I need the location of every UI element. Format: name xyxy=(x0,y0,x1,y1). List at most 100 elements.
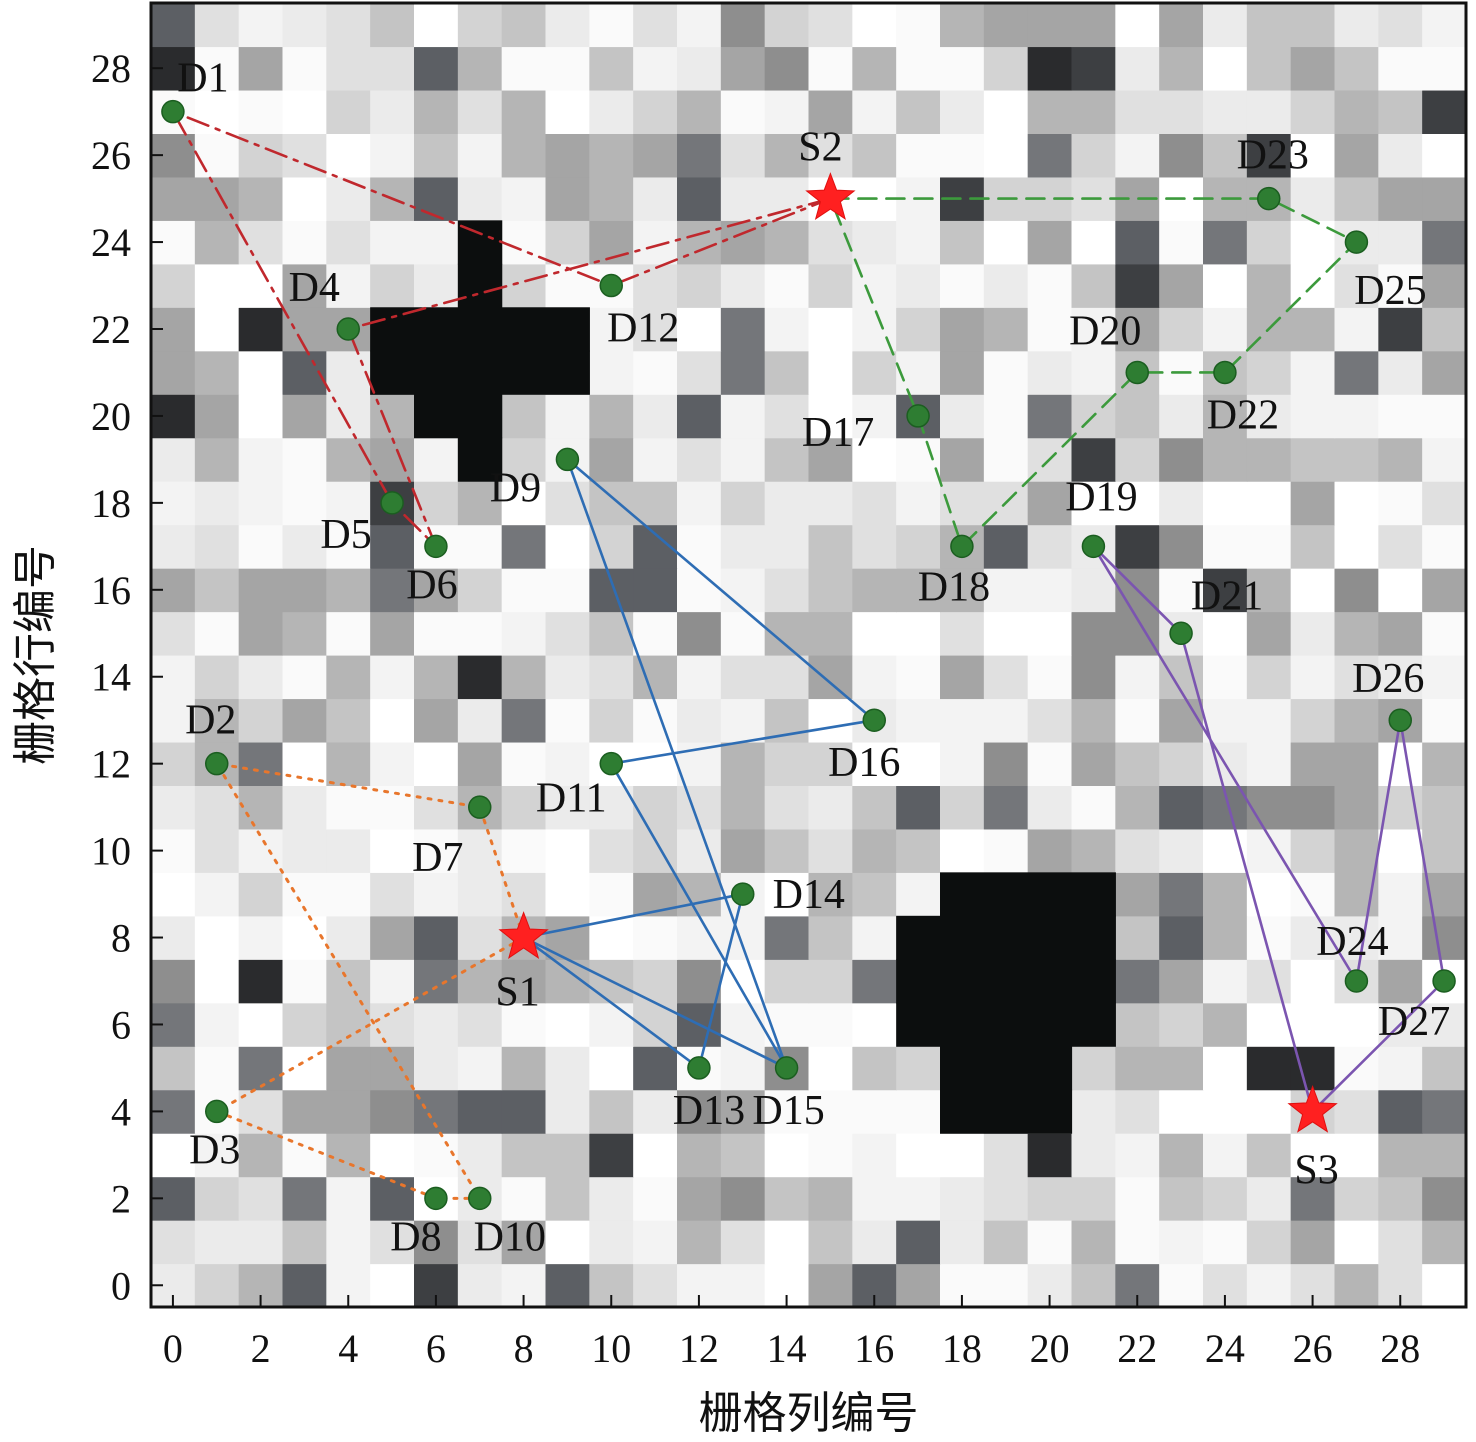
grid-cell xyxy=(370,1176,415,1221)
grid-cell xyxy=(238,698,284,743)
grid-cell xyxy=(896,1176,941,1221)
grid-cell xyxy=(1290,437,1336,482)
grid-cell xyxy=(808,307,853,352)
grid-cell xyxy=(633,741,678,786)
grid-cell xyxy=(1422,1220,1467,1265)
grid-cell xyxy=(151,3,196,48)
grid-cell xyxy=(1159,1133,1204,1178)
grid-cell xyxy=(1027,307,1073,352)
grid-cell xyxy=(1378,350,1423,395)
grid-cell xyxy=(940,89,985,134)
grid-cell xyxy=(282,220,327,265)
grid-cell xyxy=(194,698,240,743)
grid-cell xyxy=(370,568,415,613)
grid-cell xyxy=(896,481,941,526)
grid-cell xyxy=(720,655,766,700)
grid-cell xyxy=(589,437,634,482)
grid-cell xyxy=(545,1133,590,1178)
grid-cell xyxy=(1422,133,1467,178)
grid-cell xyxy=(852,741,897,786)
grid-cell xyxy=(1422,176,1467,221)
x-tick-label: 16 xyxy=(854,1326,894,1371)
grid-cell xyxy=(238,307,284,352)
grid-cell xyxy=(1422,220,1467,265)
grid-cell xyxy=(589,3,634,48)
grid-cell xyxy=(457,1046,503,1091)
grid-cell xyxy=(1159,915,1204,960)
grid-cell xyxy=(1290,524,1336,569)
obstacle-cell xyxy=(940,1089,1073,1134)
grid-cell xyxy=(326,1220,371,1265)
grid-cell xyxy=(151,263,196,308)
grid-cell xyxy=(326,872,371,917)
grid-cell xyxy=(1334,394,1379,439)
grid-cell xyxy=(414,133,459,178)
grid-cell xyxy=(1422,437,1467,482)
grid-cell xyxy=(414,437,459,482)
grid-cell xyxy=(720,698,766,743)
grid-cell xyxy=(589,1089,634,1134)
grid-cell xyxy=(808,828,853,873)
grid-cell xyxy=(1378,481,1423,526)
grid-cell xyxy=(896,785,941,830)
grid-cell xyxy=(457,741,503,786)
demand-point-d18 xyxy=(950,534,974,559)
point-label-d2: D2 xyxy=(185,698,236,744)
grid-cell xyxy=(1290,741,1336,786)
grid-cell xyxy=(238,872,284,917)
station-s2-star-icon xyxy=(805,172,856,220)
grid-cell xyxy=(1290,611,1336,656)
grid-cell xyxy=(808,263,853,308)
grid-cell xyxy=(370,1046,415,1091)
grid-cell xyxy=(326,176,371,221)
grid-cell xyxy=(808,1133,853,1178)
grid-cell xyxy=(1290,350,1336,395)
grid-cell xyxy=(1203,481,1248,526)
grid-cell xyxy=(1422,1133,1467,1178)
grid-cell xyxy=(983,1220,1029,1265)
grid-cell xyxy=(1290,568,1336,613)
grid-cell xyxy=(940,46,985,91)
grid-cell xyxy=(501,785,547,830)
grid-cell xyxy=(677,872,722,917)
grid-cell xyxy=(1378,1046,1423,1091)
grid-cell xyxy=(238,394,284,439)
grid-cell xyxy=(764,828,810,873)
grid-cell xyxy=(151,437,196,482)
grid-cell xyxy=(326,915,371,960)
grid-cell xyxy=(194,133,240,178)
grid-cell xyxy=(501,89,547,134)
grid-cell xyxy=(983,741,1029,786)
grid-cell xyxy=(983,46,1029,91)
grid-cell xyxy=(326,89,371,134)
grid-cell xyxy=(1115,46,1160,91)
grid-cell xyxy=(457,568,503,613)
grid-cell xyxy=(194,437,240,482)
grid-cell xyxy=(1422,263,1467,308)
grid-cell xyxy=(1334,3,1379,48)
grid-cell xyxy=(501,828,547,873)
obstacle-cell xyxy=(370,350,590,395)
grid-cell xyxy=(589,524,634,569)
grid-cell xyxy=(896,524,941,569)
grid-cell xyxy=(545,568,590,613)
grid-cell xyxy=(194,785,240,830)
grid-cell xyxy=(1290,1176,1336,1221)
grid-cell xyxy=(370,524,415,569)
grid-cell xyxy=(983,133,1029,178)
grid-cell xyxy=(370,872,415,917)
grid-cell xyxy=(1071,655,1116,700)
grid-cell xyxy=(370,1002,415,1047)
grid-cell xyxy=(677,176,722,221)
grid-cell xyxy=(1422,394,1467,439)
grid-cell xyxy=(633,785,678,830)
grid-cell xyxy=(720,785,766,830)
grid-cell xyxy=(1290,394,1336,439)
grid-cell xyxy=(764,568,810,613)
grid-cell xyxy=(983,655,1029,700)
grid-cell xyxy=(677,524,722,569)
grid-cell xyxy=(370,828,415,873)
obstacle-cell xyxy=(896,915,1116,960)
grid-cell xyxy=(589,872,634,917)
grid-cell xyxy=(589,133,634,178)
